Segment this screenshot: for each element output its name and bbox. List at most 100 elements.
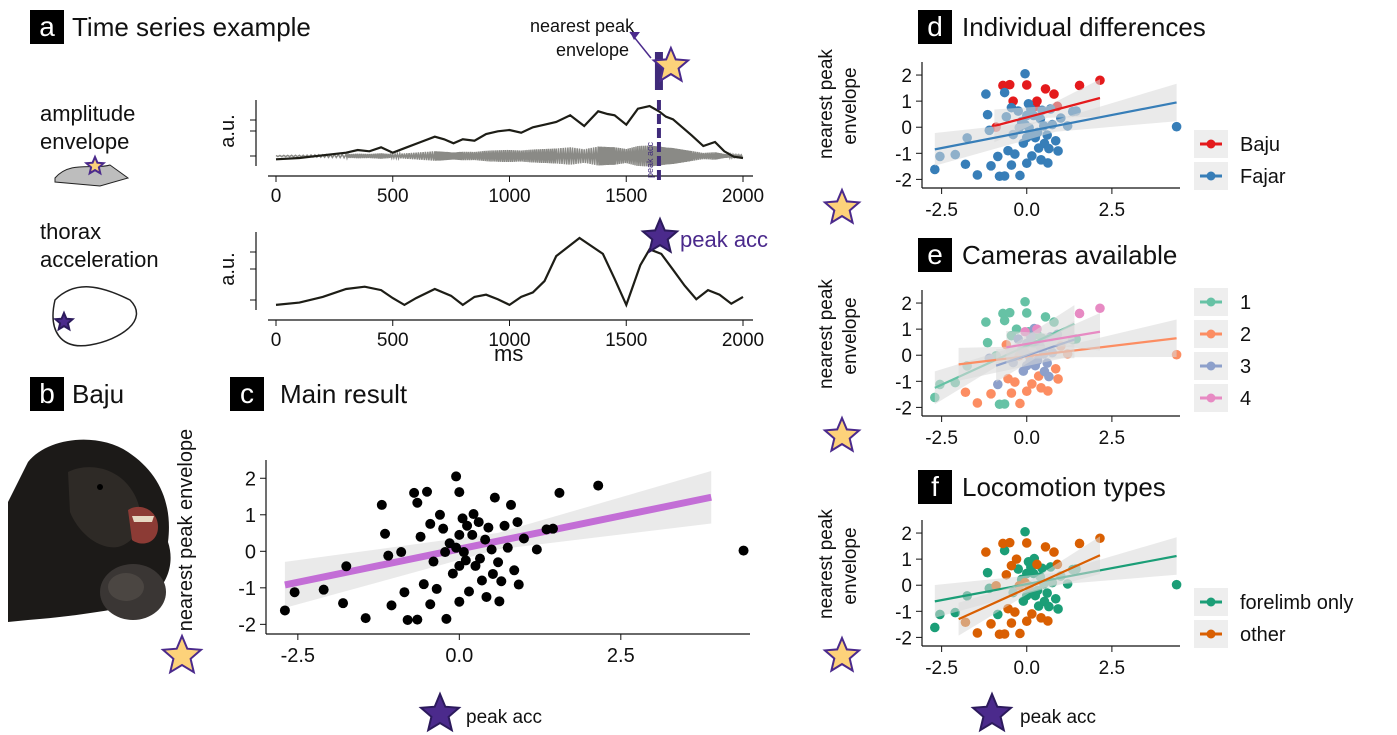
panel-c-x-tick-label: -2.5 — [281, 645, 315, 667]
panel-f-point — [1021, 616, 1032, 627]
panel-f-point — [1020, 526, 1030, 537]
panel-a-bottom-x-tick-label: 1500 — [605, 330, 647, 351]
panel-c-point — [431, 583, 442, 594]
panel-d-ci-band — [934, 83, 1177, 166]
panel-a-bottom-ylabel: a.u. — [217, 252, 239, 285]
panel-c-point — [338, 598, 349, 609]
panel-d-y-tick-label: 0 — [901, 118, 912, 139]
panel-c-point — [470, 560, 481, 571]
peak-acc-xlabel-c: peak acc — [466, 707, 543, 728]
peak-acc-small-label: peak acc — [645, 141, 655, 178]
panel-f-ylabel-line2: envelope — [840, 527, 861, 604]
panel-c-point — [383, 550, 394, 561]
panel-d-legend-dot — [1206, 171, 1216, 181]
panel-c-point — [509, 565, 520, 576]
panel-c-point — [460, 555, 471, 566]
panel-d-point — [999, 171, 1010, 181]
panel-e-legend-dot — [1206, 329, 1216, 339]
panel-c-point — [318, 584, 329, 595]
panel-e-point — [1050, 363, 1061, 374]
panel-f-point — [972, 628, 983, 638]
panel-e-point — [1004, 307, 1015, 318]
panel-e-legend-label: 4 — [1240, 388, 1251, 410]
thorax-icon — [52, 286, 138, 347]
panel-c-point — [454, 596, 465, 607]
nearest-peak-star-icon — [651, 45, 691, 83]
panel-c-point — [386, 600, 397, 611]
panel-e-ci-band — [1006, 313, 1100, 364]
panel-f-point — [1021, 538, 1032, 548]
panel-d-point — [1032, 96, 1042, 106]
thorax-label-line1: thorax — [40, 219, 102, 244]
panel-f-point — [1027, 609, 1037, 619]
panel-e-x-tick-label: 2.5 — [1099, 428, 1125, 449]
amplitude-label-line2: envelope — [40, 129, 130, 154]
panel-c-point — [547, 523, 558, 534]
panel-c-point — [489, 492, 500, 503]
panel-a-bottom-x-tick-label: 0 — [271, 330, 282, 351]
panel-c-point — [464, 586, 475, 597]
panel-e-point — [1053, 374, 1063, 384]
panel-e-point — [1010, 377, 1020, 387]
panel-c-y-tick-label: 1 — [245, 505, 256, 527]
panel-e-x-tick-label: 0.0 — [1014, 428, 1040, 449]
panel-d-point — [960, 159, 971, 170]
panel-c-y-tick-label: 0 — [245, 541, 256, 563]
nearest-peak-label-line1: nearest peak — [530, 16, 635, 36]
panel-d-point — [972, 170, 983, 180]
panel-c-point — [493, 557, 504, 568]
panel-f-legend-label: forelimb only — [1240, 592, 1353, 614]
panel-e-y-tick-label: 2 — [901, 294, 912, 315]
peak-acc-star-icon — [640, 216, 680, 254]
panel-d-point — [982, 109, 993, 120]
panel-e-x-tick-label: -2.5 — [925, 428, 958, 449]
panel-d-point — [1010, 149, 1020, 159]
baju-photo — [8, 439, 171, 622]
panel-f-y-star-icon — [822, 635, 862, 673]
panel-c-point — [554, 487, 565, 498]
nearest-peak-marker — [654, 52, 663, 90]
panel-e-point — [1095, 303, 1105, 314]
panel-f-point — [1171, 579, 1182, 590]
panel-f-y-tick-label: 0 — [901, 576, 912, 597]
panel-f-legend-dot — [1206, 597, 1216, 607]
panel-e-point — [960, 387, 971, 398]
panel-d-point — [1074, 80, 1085, 91]
panel-e-legend-label: 1 — [1240, 292, 1251, 314]
panel-c-point — [481, 591, 492, 602]
panel-f-point — [1006, 560, 1017, 571]
panel-c-point — [518, 533, 529, 544]
panel-e-regression-line — [1006, 330, 1101, 349]
panel-e-y-tick-label: 0 — [901, 346, 912, 367]
panel-e-point — [1020, 296, 1030, 307]
panel-c-point — [425, 518, 436, 529]
panel-f-point — [930, 622, 940, 633]
panel-e-point — [999, 315, 1010, 326]
panel-a-top-audio-waveform — [275, 145, 743, 167]
panel-c-point — [738, 545, 749, 556]
panel-a-bottom-x-tick-label: 2000 — [722, 330, 764, 351]
panel-d-point — [1027, 151, 1037, 161]
panel-c-point — [483, 522, 494, 533]
panel-d-legend-dot — [1206, 139, 1216, 149]
panel-d-regression-line — [934, 101, 1177, 151]
panel-d-point — [986, 161, 996, 171]
panel-a-top-x-tick-label: 0 — [271, 186, 282, 207]
panel-d-x-tick-label: 2.5 — [1099, 200, 1125, 221]
panel-e-y-tick-label: -1 — [895, 372, 912, 393]
panel-d-point — [1050, 135, 1061, 146]
panel-f-x-tick-label: 0.0 — [1014, 658, 1040, 679]
panel-c-point — [396, 547, 407, 558]
panel-f-point — [1011, 554, 1022, 564]
panel-c-y-tick-label: -1 — [238, 578, 256, 600]
panel-f-y-tick-label: -2 — [895, 628, 912, 649]
panel-d-legend-label: Fajar — [1240, 166, 1286, 188]
panel-c-point — [502, 542, 513, 553]
panel-c-point — [496, 576, 507, 587]
panel-c-point — [473, 517, 484, 528]
panel-f-ylabel-line1: nearest peak — [816, 509, 837, 619]
nearest-peak-arrow-head — [630, 32, 640, 40]
panel-e-point — [993, 379, 1003, 390]
panel-d-regression-line — [994, 96, 1101, 127]
